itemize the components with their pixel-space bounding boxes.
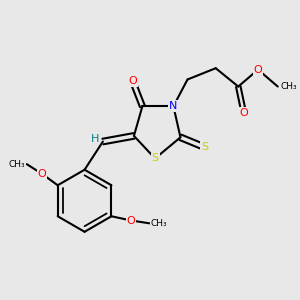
Text: O: O bbox=[127, 215, 136, 226]
Text: O: O bbox=[239, 108, 248, 118]
Text: S: S bbox=[201, 142, 208, 152]
Text: CH₃: CH₃ bbox=[151, 219, 167, 228]
Text: O: O bbox=[38, 169, 46, 179]
Text: O: O bbox=[128, 76, 137, 86]
Text: N: N bbox=[169, 101, 178, 111]
Text: H: H bbox=[91, 134, 99, 144]
Text: O: O bbox=[254, 64, 262, 75]
Text: S: S bbox=[152, 154, 159, 164]
Text: CH₃: CH₃ bbox=[9, 160, 25, 169]
Text: CH₃: CH₃ bbox=[280, 82, 297, 91]
